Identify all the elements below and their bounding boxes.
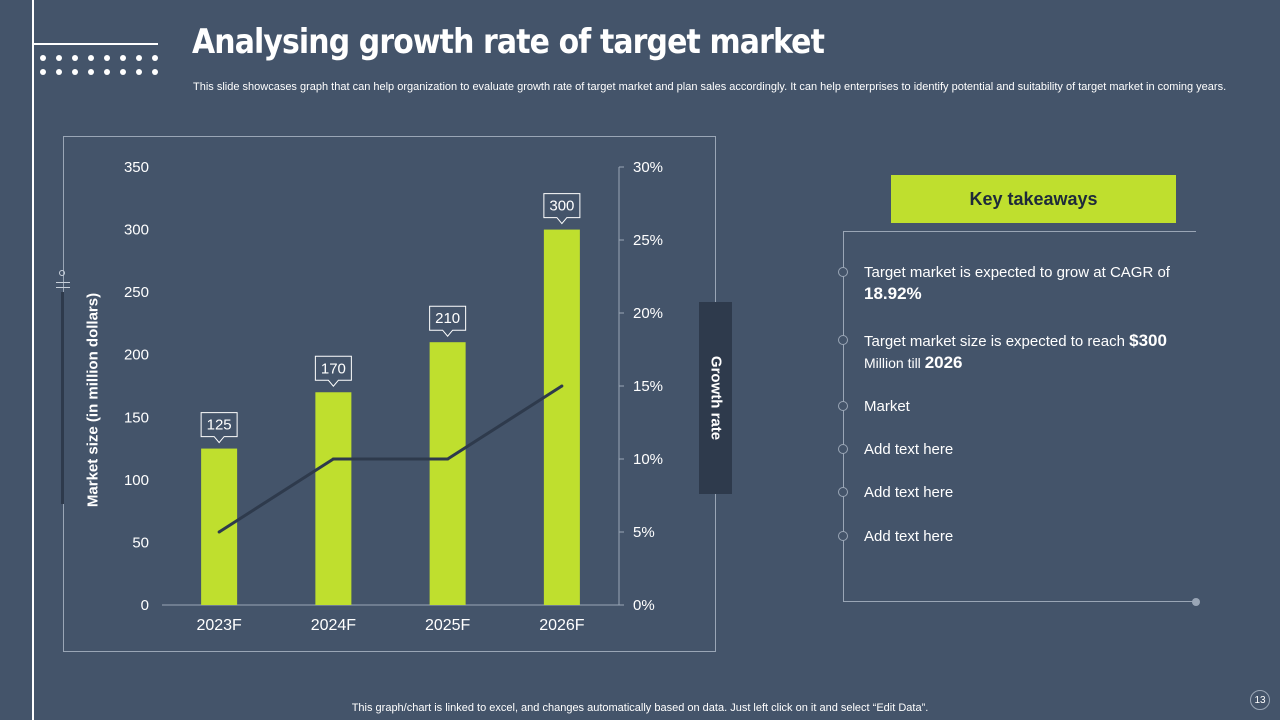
bullet-icon (838, 531, 848, 541)
axis-decoration-pin (59, 270, 65, 276)
takeaway-item-size: Target market size is expected to reach … (864, 330, 1194, 374)
decorative-dots (40, 55, 164, 81)
x-tick-label: 2025F (425, 617, 471, 634)
y2-tick-label: 20% (633, 305, 663, 322)
footer-note: This graph/chart is linked to excel, and… (351, 702, 929, 714)
growth-rate-line (218, 384, 563, 534)
takeaway-highlight: $300 (1129, 331, 1167, 350)
y2-tick-label: 0% (633, 597, 655, 614)
takeaways-frame-end-dot (1192, 598, 1200, 606)
bar-2026F (543, 229, 580, 606)
y2-tick-label: 25% (633, 232, 663, 249)
y-tick-label: 100 (124, 472, 149, 489)
takeaway-highlight: 18.92% (864, 284, 922, 303)
page-subtitle: This slide showcases graph that can help… (193, 81, 1227, 93)
decorative-dot (120, 69, 126, 75)
takeaway-text: Million till (864, 355, 925, 371)
y-axis-title: Market size (in million dollars) (84, 292, 102, 508)
growth-rate-point (217, 530, 221, 534)
data-label-callout (200, 412, 238, 444)
bullet-icon (838, 444, 848, 454)
takeaway-text: Target market size is expected to reach (864, 333, 1130, 350)
decorative-dot (40, 69, 46, 75)
axis-decoration-line (61, 292, 64, 504)
decorative-dot (88, 69, 94, 75)
data-label: 170 (321, 360, 346, 377)
takeaway-highlight: 2026 (924, 353, 963, 372)
growth-rate-axis-tab: Growth rate (699, 302, 732, 494)
decorative-dot (136, 69, 142, 75)
growth-rate-point (560, 384, 564, 388)
data-label: 125 (207, 417, 232, 434)
axis-decoration-tick (56, 287, 70, 288)
takeaway-item: Add text here (864, 484, 954, 501)
y2-tick-label: 5% (633, 524, 655, 541)
y-tick-label: 350 (124, 159, 149, 176)
decorative-dot (88, 55, 94, 61)
y-tick-label: 150 (124, 409, 149, 426)
bar-2024F (315, 392, 352, 605)
data-label-callout (429, 305, 467, 337)
top-horizontal-rule (34, 43, 158, 45)
growth-rate-point (331, 457, 335, 461)
bullet-icon (838, 267, 848, 277)
y-tick-label: 0 (141, 597, 149, 614)
data-label-callout (314, 355, 352, 388)
decorative-dot (136, 55, 142, 61)
takeaways-frame-bottom (843, 601, 1196, 602)
data-label: 210 (435, 310, 460, 327)
x-tick-label: 2026F (539, 617, 585, 634)
key-takeaways-header: Key takeaways (891, 175, 1176, 223)
decorative-dot (56, 55, 62, 61)
takeaway-item: Add text here (864, 528, 954, 545)
decorative-dot (152, 55, 158, 61)
decorative-dot (72, 69, 78, 75)
bullet-icon (838, 487, 848, 497)
bar-2023F (201, 448, 238, 605)
y-tick-label: 250 (124, 284, 149, 301)
takeaway-item: Add text here (864, 441, 954, 458)
page-title: Analysing growth rate of target market (192, 22, 825, 62)
bar-2025F (429, 342, 466, 605)
y2-tick-label: 15% (633, 378, 663, 395)
decorative-dot (104, 69, 110, 75)
y-tick-label: 50 (132, 534, 149, 551)
data-label-callout (543, 193, 581, 225)
decorative-dot (40, 55, 46, 61)
decorative-dot (120, 55, 126, 61)
x-tick-label: 2024F (311, 617, 357, 634)
bullet-icon (838, 335, 848, 345)
decorative-dot (56, 69, 62, 75)
page-number: 13 (1250, 690, 1270, 710)
data-label: 300 (549, 198, 574, 215)
takeaway-item-cagr: Target market is expected to grow at CAG… (864, 262, 1194, 305)
takeaways-frame-left (843, 231, 844, 602)
axis-decoration-tick (56, 282, 70, 283)
y2-tick-label: 30% (633, 159, 663, 176)
market-growth-chart[interactable]: 0 50 100 150 200 250 300 350 0% 5% 10% 15% 20% 25% 30%… (63, 136, 716, 652)
y-tick-label: 300 (124, 222, 149, 239)
y-tick-label: 200 (124, 347, 149, 364)
decorative-dot (104, 55, 110, 61)
left-vertical-rule (32, 0, 34, 720)
takeaways-frame-top (843, 231, 1196, 232)
growth-rate-point (446, 457, 450, 461)
takeaway-text: Target market is expected to grow at CAG… (864, 264, 1170, 281)
decorative-dot (72, 55, 78, 61)
x-tick-label: 2023F (196, 617, 242, 634)
decorative-dot (152, 69, 158, 75)
takeaway-item: Market (864, 398, 910, 415)
y2-axis-title: Growth rate (707, 355, 724, 441)
y2-tick-label: 10% (633, 451, 663, 468)
bullet-icon (838, 401, 848, 411)
